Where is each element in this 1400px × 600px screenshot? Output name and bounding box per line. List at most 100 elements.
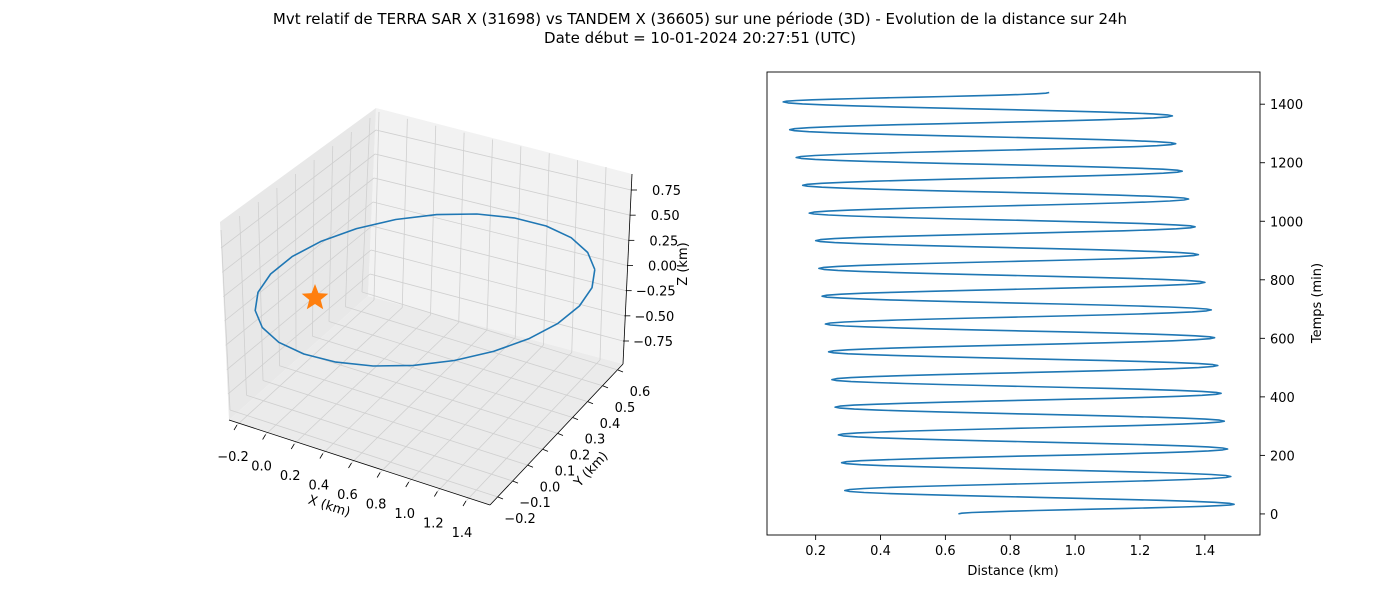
grid-line-x: [373, 111, 380, 301]
x-tick-label: 0.4: [870, 544, 891, 559]
tick-mark-x: [376, 472, 381, 478]
grid-line-z: [371, 225, 626, 292]
x-tick-label: 0.2: [805, 544, 826, 559]
grid-line-z: [221, 153, 376, 273]
grid-line-x: [543, 153, 550, 346]
grid-line-x: [458, 132, 465, 323]
grid-line-x: [408, 344, 544, 483]
grid-line-y: [328, 145, 334, 322]
tick-mark-x: [434, 491, 438, 497]
z-axis-line: [622, 173, 633, 365]
plot-frame: [766, 71, 1261, 536]
x-axis-label-2d: Distance (km): [967, 564, 1058, 579]
grid-line-z: [375, 129, 632, 191]
y-tick-label: 0: [1270, 508, 1278, 523]
grid-line-z: [225, 225, 373, 346]
grid-line-x: [486, 139, 493, 331]
tick-mark-x: [262, 434, 266, 440]
tick-mark-x: [405, 481, 410, 488]
tick-mark-x: [462, 500, 467, 507]
grid-line-z: [373, 177, 629, 241]
y-tick-label: 0.1: [555, 464, 576, 479]
x-tick-label: 1.0: [1065, 544, 1086, 559]
x-tick-label: 1.4: [1195, 544, 1216, 559]
y-tick-label: 400: [1270, 391, 1295, 406]
grid-line-y: [361, 291, 619, 371]
pane-floor: [229, 296, 623, 505]
y-tick-label: 0.4: [600, 417, 621, 432]
grid-line-y: [295, 173, 297, 352]
tick-mark-x: [348, 462, 352, 469]
z-axis-label: Z (km): [676, 242, 691, 285]
grid-line-x: [599, 166, 607, 361]
grid-line-x: [379, 337, 516, 473]
grid-3d: [220, 111, 632, 502]
y-tick-label: −0.1: [519, 496, 551, 511]
grid-line-x: [465, 359, 601, 502]
tick-mark-y: [542, 449, 549, 452]
y-axis-line: [489, 363, 624, 506]
tick-mark-y: [497, 496, 504, 500]
tick-mark-y: [617, 369, 624, 373]
figure-title: Mvt relatif de TERRA SAR X (31698) vs TA…: [272, 10, 1128, 28]
pane-left: [220, 108, 376, 420]
ticks-3d: −0.20.00.20.40.60.81.01.21.4−0.2−0.10.00…: [217, 184, 681, 541]
y-tick-label: 1400: [1270, 98, 1303, 113]
z-tick-label: 0.50: [651, 209, 680, 224]
pane-back: [368, 108, 632, 364]
grid-line-x: [401, 118, 408, 308]
grid-line-y: [262, 380, 529, 466]
grid-line-z: [226, 249, 372, 370]
y-tick-label: 800: [1270, 274, 1295, 289]
x-axis-line: [228, 419, 491, 506]
grid-line-x: [571, 160, 579, 353]
trajectory-line: [254, 213, 596, 367]
grid-line-z: [220, 129, 377, 249]
grid-line-y: [345, 131, 352, 307]
y-tick-label: 0.0: [540, 480, 561, 495]
y-tick-label: 0.6: [630, 385, 651, 400]
x-tick-label: 0.4: [309, 479, 330, 494]
figure-subtitle: Date début = 10-01-2024 20:27:51 (UTC): [544, 29, 856, 47]
y-tick-label: 200: [1270, 449, 1295, 464]
z-tick-label: −0.25: [636, 285, 676, 300]
grid-line-y: [312, 159, 315, 337]
grid-line-y: [345, 306, 604, 387]
grid-line-x: [293, 314, 431, 445]
grid-line-y: [361, 117, 371, 293]
grid-line-y: [276, 187, 280, 366]
grid-line-x: [514, 146, 522, 338]
chart-2d: 0.2 0.4 0.6 0.8 1.0 1.2 1.4 0 200 400 600 800 1000 12…: [766, 71, 1325, 579]
grid-line-z: [227, 273, 371, 395]
grid-line-x: [430, 125, 437, 316]
grid-line-z: [369, 273, 624, 342]
grid-line-z: [372, 201, 628, 266]
y-tick-label: 0.3: [585, 433, 606, 448]
y-tick-label: 0.2: [570, 449, 591, 464]
x-tick-label: 0.6: [935, 544, 956, 559]
grid-line-z: [370, 249, 625, 317]
y-tick-label: −0.2: [504, 512, 536, 527]
grid-line-z: [224, 201, 374, 322]
tick-mark-x: [290, 443, 295, 450]
y-axis-label-2d: Temps (min): [1310, 263, 1325, 344]
grid-line-y: [279, 365, 544, 450]
x-tick-label: 1.2: [423, 517, 444, 532]
grid-line-x: [265, 307, 403, 435]
z-tick-label: 0.25: [649, 234, 678, 249]
tick-mark-y: [572, 417, 579, 420]
grid-line-z: [223, 177, 375, 297]
x-tick-label: 0.6: [337, 488, 358, 503]
x-tick-label: 1.0: [394, 507, 415, 522]
y-tick-label: 600: [1270, 332, 1295, 347]
grid-line-y: [312, 335, 574, 419]
tick-mark-y: [527, 464, 534, 468]
tick-mark-y: [587, 401, 594, 405]
x-tick-label: 0.0: [251, 460, 272, 475]
tick-mark-x: [233, 424, 238, 431]
ticks-2d: 0.2 0.4 0.6 0.8 1.0 1.2 1.4 0 200 400 600 800 1000 12…: [805, 98, 1303, 559]
tick-mark-y: [512, 480, 519, 484]
series-line-distance: [782, 91, 1235, 515]
grid-line-y: [328, 321, 589, 403]
